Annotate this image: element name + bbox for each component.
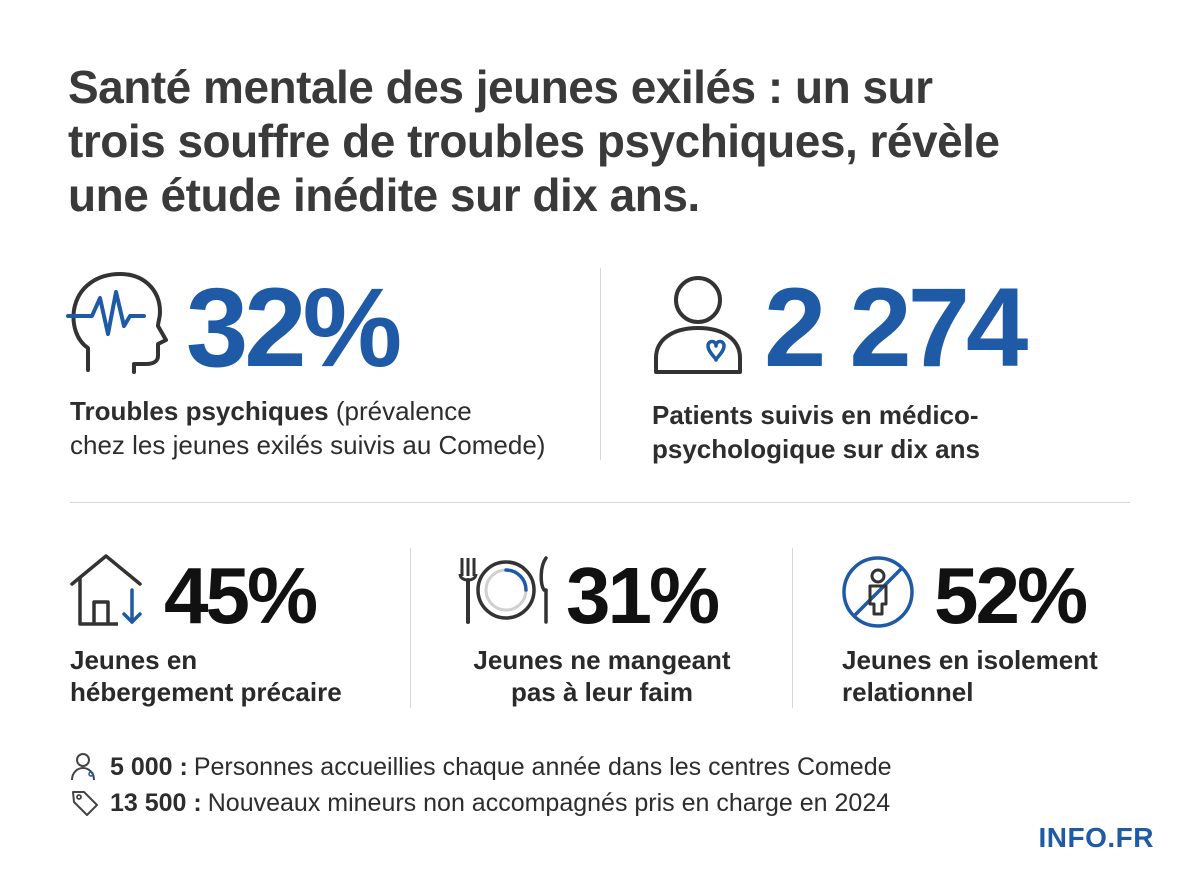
stat-value: 32%: [186, 265, 402, 390]
stat-label-line2: relationnel: [842, 677, 974, 707]
stat-label-bold: Troubles psychiques: [70, 396, 329, 426]
stat-label-line1: Jeunes en: [70, 645, 198, 675]
footer-number: 13 500 :: [110, 789, 202, 817]
plate-fork-knife-icon: [456, 554, 556, 626]
footer-line: 5 000 : Personnes accueillies chaque ann…: [70, 752, 892, 782]
brand-logo: INFO.FR: [1038, 822, 1154, 853]
stat-label: Patients suivis en médico- psychologique…: [652, 398, 980, 466]
stat-value: 31%: [566, 551, 720, 640]
stat-label-line2: pas à leur faim: [510, 677, 694, 707]
divider: [70, 502, 1130, 503]
title-line: une étude inédite sur dix ans.: [68, 169, 700, 221]
house-down-arrow-icon: [68, 552, 150, 628]
stat-label-line1: Jeunes ne mangeant: [473, 645, 731, 675]
tag-icon: [70, 788, 100, 818]
footer-number: 5 000 :: [110, 753, 188, 781]
head-heartbeat-icon: [66, 268, 170, 378]
stat-label-line2: psychologique sur dix ans: [652, 434, 980, 464]
patient-heart-icon: [652, 272, 744, 376]
stat-label: Jeunes en isolement relationnel: [842, 644, 1098, 708]
footer-text: Nouveaux mineurs non accompagnés pris en…: [207, 789, 891, 817]
stat-label-line2: chez les jeunes exilés suivis au Comede): [70, 430, 546, 460]
stat-label-line2: hébergement précaire: [70, 677, 342, 707]
title-line: Santé mentale des jeunes exilés : un sur: [68, 61, 933, 113]
footer-text: Personnes accueillies chaque année dans …: [193, 753, 892, 781]
stat-label-line1: Patients suivis en médico-: [652, 400, 979, 430]
title-line: trois souffre de troubles psychiques, ré…: [68, 115, 1000, 167]
stat-value: 52%: [934, 551, 1088, 640]
page-title: Santé mentale des jeunes exilés : un sur…: [68, 60, 1148, 222]
stat-label: Jeunes ne mangeant pas à leur faim: [462, 644, 742, 708]
stat-label: Jeunes en hébergement précaire: [70, 644, 342, 708]
stat-label-line1: Jeunes en isolement: [842, 645, 1098, 675]
stat-value: 45%: [164, 551, 318, 640]
stat-label-rest: (prévalence: [328, 396, 472, 426]
stat-value: 2 274: [764, 265, 1028, 390]
divider: [410, 548, 411, 708]
divider: [600, 268, 601, 460]
divider: [792, 548, 793, 708]
footer-line: 13 500 : Nouveaux mineurs non accompagné…: [70, 788, 890, 818]
isolated-person-icon: [840, 554, 916, 630]
person-icon: [70, 752, 100, 782]
stat-label: Troubles psychiques (prévalence chez les…: [70, 394, 545, 462]
